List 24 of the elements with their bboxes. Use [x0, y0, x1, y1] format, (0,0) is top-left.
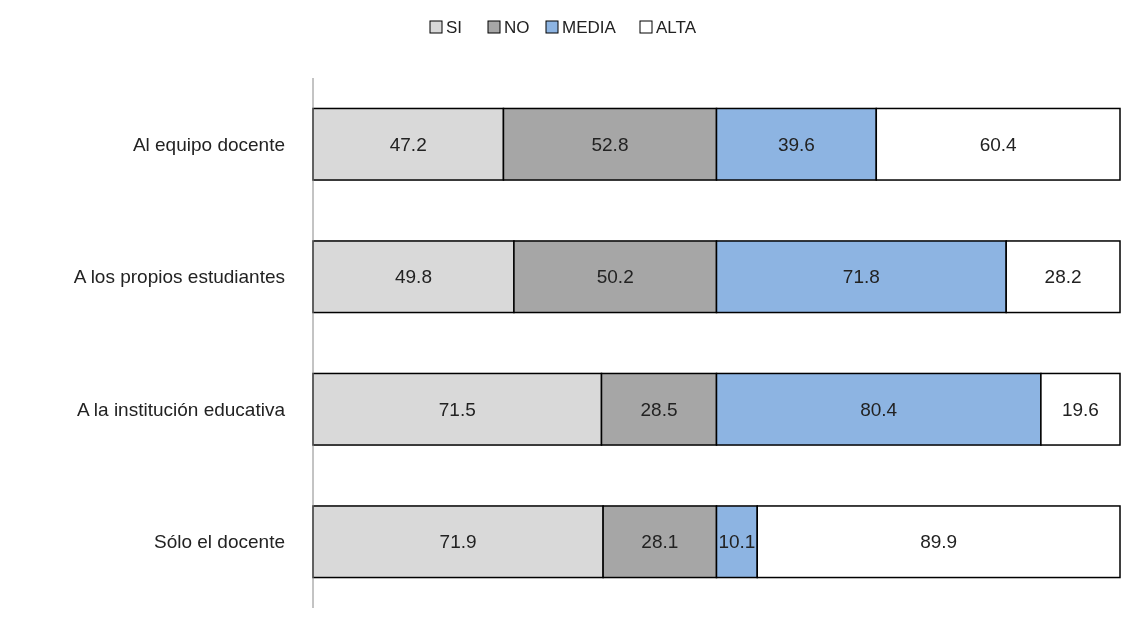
- data-label: 47.2: [389, 133, 427, 155]
- y-tick-label: A la institución educativa: [76, 398, 286, 420]
- data-label: 80.4: [860, 398, 898, 420]
- data-label: 71.9: [439, 531, 477, 553]
- data-label: 39.6: [777, 133, 815, 155]
- data-label: 71.5: [438, 398, 476, 420]
- y-tick-label: Al equipo docente: [132, 133, 285, 155]
- data-label: 10.1: [718, 531, 756, 553]
- data-label: 71.8: [842, 266, 880, 288]
- y-tick-label: A los propios estudiantes: [73, 266, 285, 288]
- legend-label: SI: [446, 17, 463, 37]
- data-label: 28.5: [640, 398, 678, 420]
- data-label: 50.2: [596, 266, 634, 288]
- data-label: 52.8: [591, 133, 629, 155]
- legend-label: MEDIA: [562, 17, 617, 37]
- data-label: 49.8: [394, 266, 432, 288]
- legend-label: ALTA: [656, 17, 697, 37]
- data-label: 28.2: [1044, 266, 1082, 288]
- y-tick-label: Sólo el docente: [154, 531, 285, 553]
- data-label: 19.6: [1061, 398, 1099, 420]
- data-label: 60.4: [979, 133, 1018, 155]
- legend-label: NO: [504, 17, 530, 37]
- data-label: 89.9: [920, 531, 958, 553]
- data-label: 28.1: [641, 531, 679, 553]
